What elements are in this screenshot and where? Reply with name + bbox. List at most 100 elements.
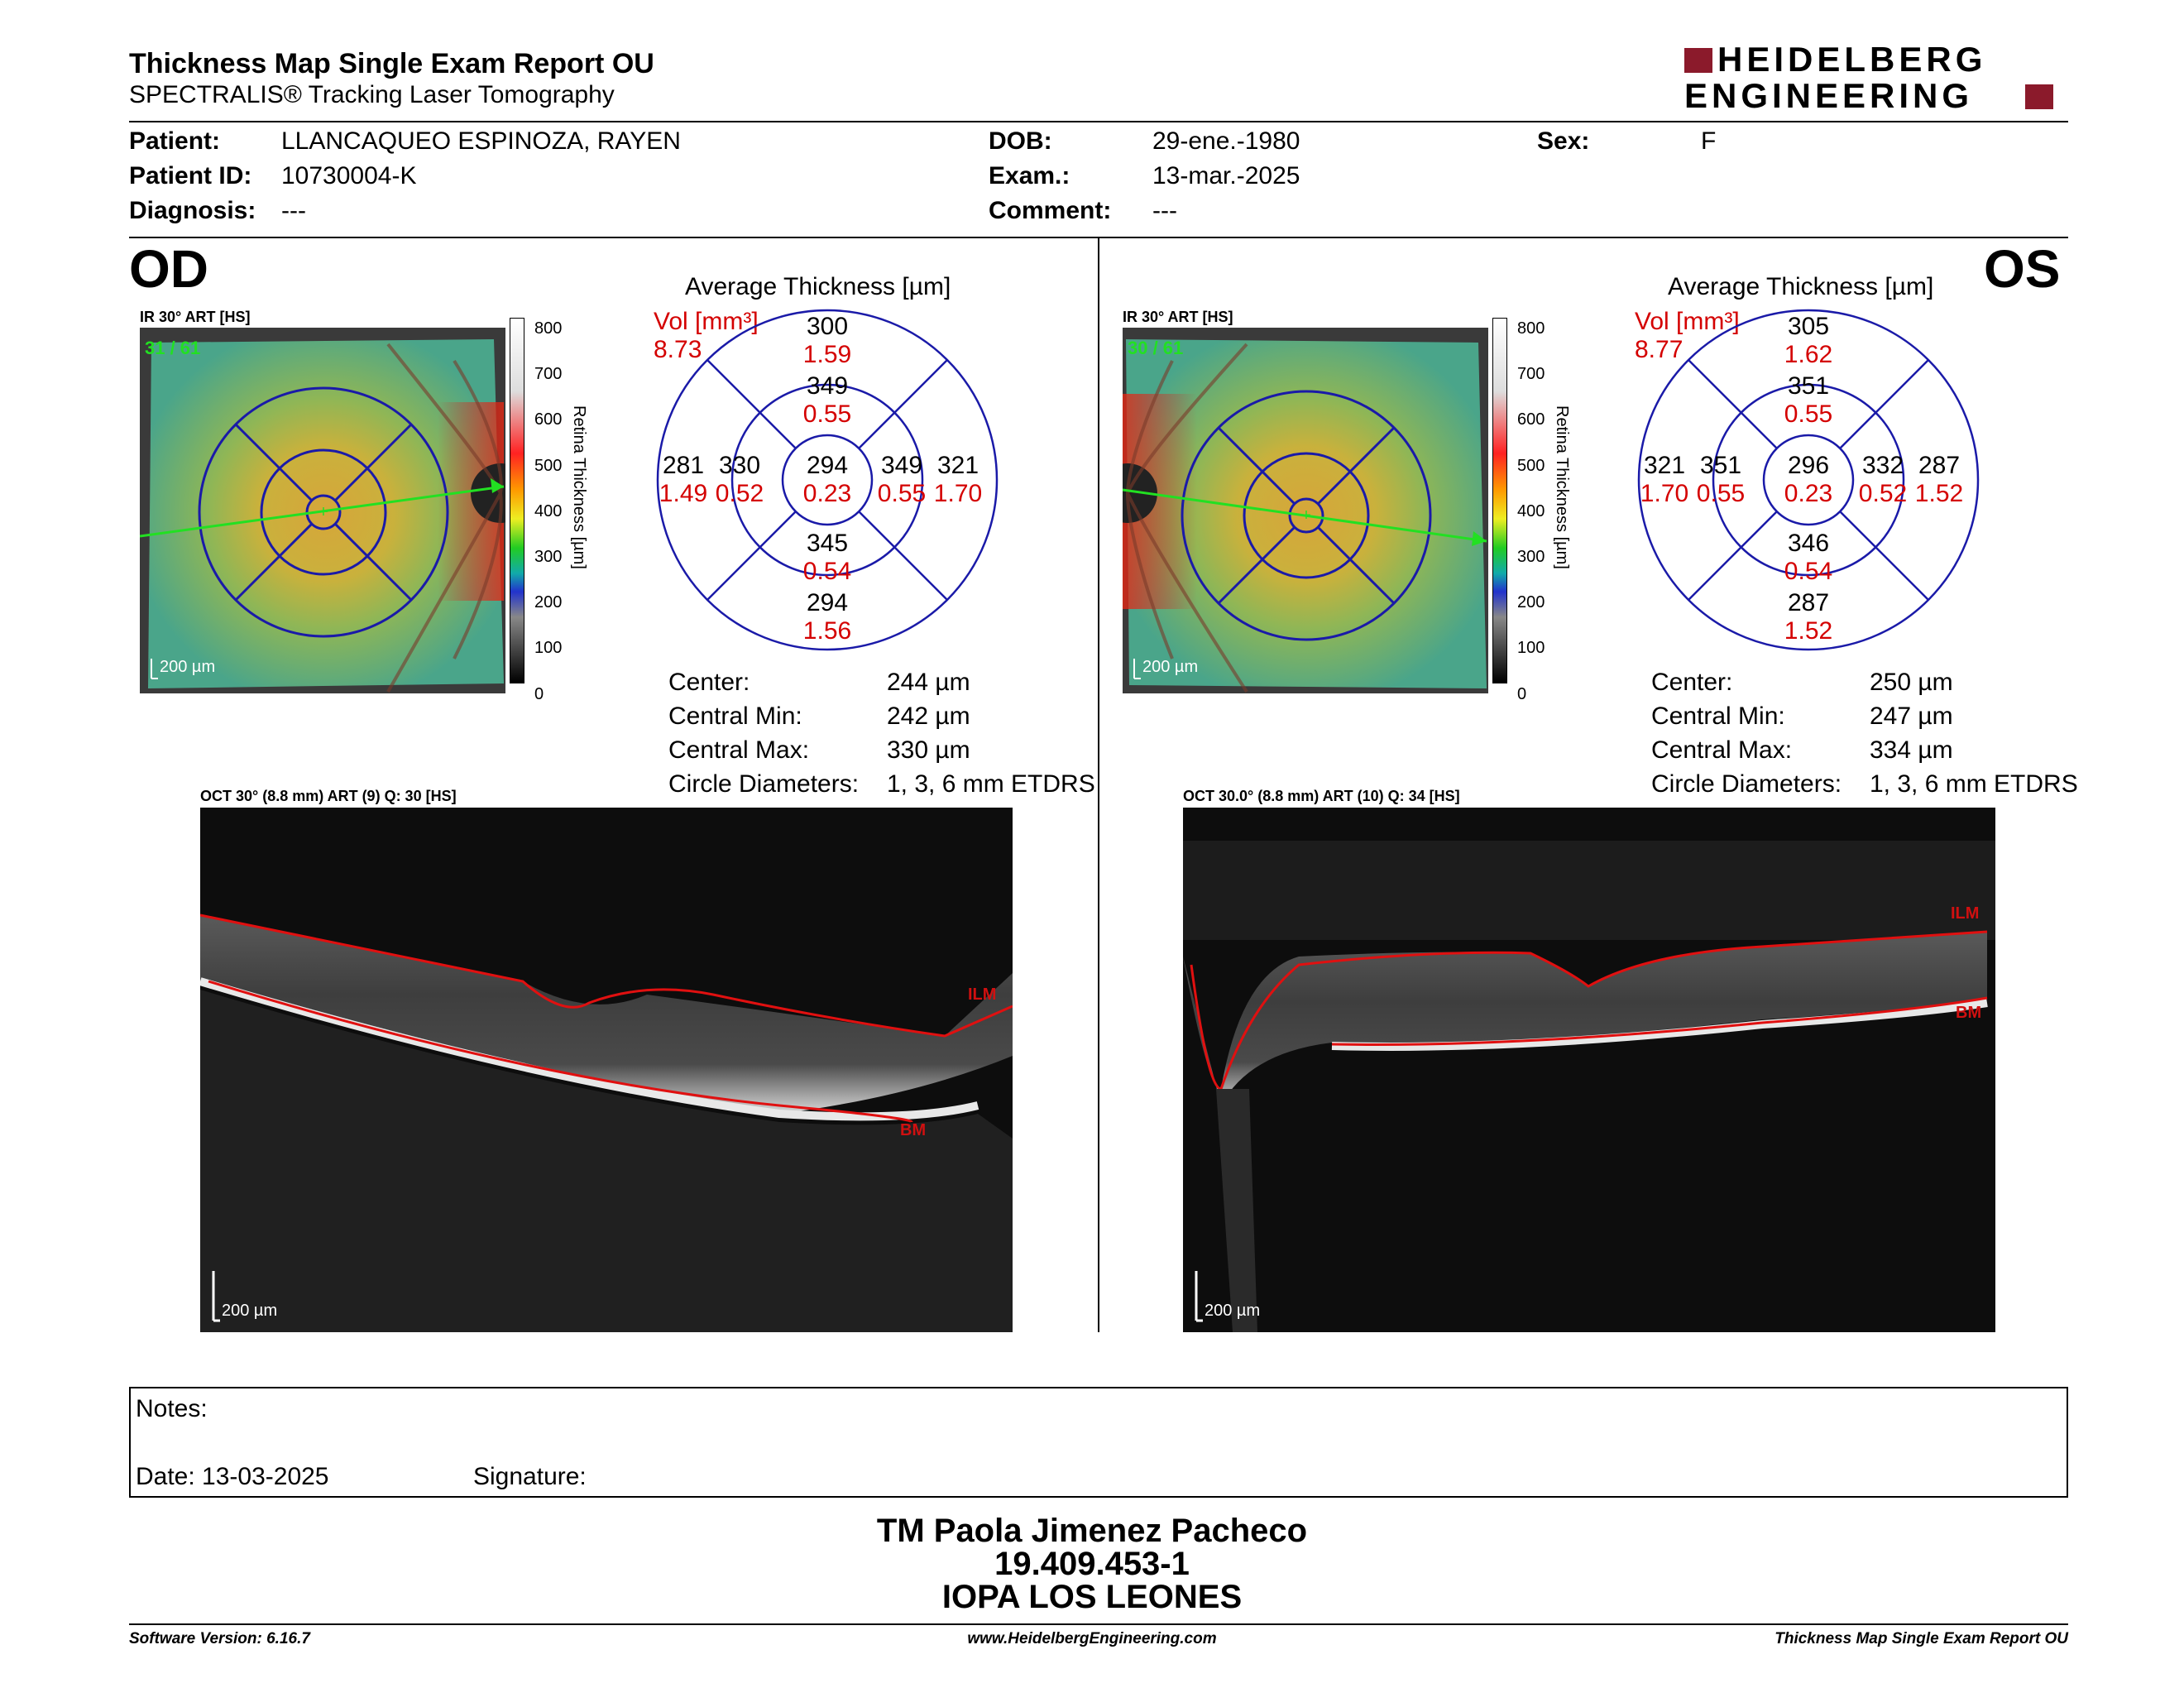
os-inf-out: 287 [1787,589,1830,616]
od-sup-out: 300 [806,313,849,340]
footer-software: Software Version: 6.16.7 [129,1630,310,1647]
os-vitreous [1183,841,1995,940]
od-center-vol: 0.23 [802,480,852,507]
logo-text-heidelberg: HEIDELBERG [1717,40,1987,79]
os-scan-arrow [1472,531,1487,546]
os-oct-label: OCT 30.0° (8.8 mm) ART (10) Q: 34 [HS] [1183,788,1460,804]
od-colorbar-title: Retina Thickness [µm] [570,405,588,569]
os-rpe-band [1331,999,1988,1051]
os-max-label: Central Max: [1651,736,1793,764]
os-diam-value: 1, 3, 6 mm ETDRS [1870,770,2078,798]
exam-value: 13-mar.-2025 [1152,162,1300,189]
od-inf-out-vol: 1.56 [802,617,852,645]
os-etdrs-chart [1637,309,1980,651]
od-colorbar [510,318,524,683]
eye-divider [1098,238,1099,1332]
od-max-value: 330 µm [887,736,970,764]
sex-label: Sex: [1537,127,1590,155]
od-nas-out: 281 [662,452,705,479]
od-ilm-label: ILM [968,985,996,1004]
od-colorbar-tick: 0 [534,684,544,703]
od-colorbar-tick: 600 [534,410,563,429]
footer-website: www.HeidelbergEngineering.com [0,1630,2184,1648]
comment-value: --- [1152,197,1177,224]
os-scan-line [1123,488,1487,543]
os-temp-in: 332 [1861,452,1904,479]
od-temp-in: 349 [880,452,923,479]
od-temp-out-vol: 1.70 [933,480,983,507]
od-inf-in-vol: 0.54 [802,558,852,585]
od-fovea-marker: + [318,503,328,521]
od-vol-label: Vol [mm³] [654,308,759,335]
od-max-label: Central Max: [668,736,810,764]
os-center-vol: 0.23 [1784,480,1833,507]
notes-date: Date: 13-03-2025 [136,1463,329,1490]
od-center: 294 [806,452,849,479]
od-label: OD [129,239,208,299]
diagnosis-label: Diagnosis: [129,197,256,224]
os-sup-out-vol: 1.62 [1784,341,1833,368]
os-colorbar-tick: 800 [1517,319,1545,338]
od-scan-arrow [491,478,504,493]
od-min-value: 242 µm [887,703,970,730]
od-fundus-counter: 31 / 61 [145,338,200,358]
od-etdrs-chart [656,309,999,651]
os-min-label: Central Min: [1651,703,1785,730]
os-colorbar-title: Retina Thickness [µm] [1553,405,1571,569]
os-colorbar [1492,318,1507,683]
logo-square-top [1684,48,1712,73]
os-retina-layers [1183,932,1987,1105]
os-vol-label: Vol [mm³] [1635,308,1740,335]
od-colorbar-ticks: 800 700 600 500 400 300 200 100 0 [534,306,562,717]
os-oct-scale: 200 µm [1205,1302,1260,1320]
os-etdrs-values: 305 1.62 351 0.55 321 1.70 351 0.55 296 … [1635,306,1982,654]
os-ilm-label: ILM [1951,904,1979,923]
report-title: Thickness Map Single Exam Report OU [129,48,654,79]
od-colorbar-tick: 200 [534,593,563,612]
os-nas-out: 321 [1643,452,1686,479]
os-fundus-counter: 30 / 61 [1128,338,1183,358]
sex-value: F [1701,127,1717,155]
od-nas-in: 330 [718,452,761,479]
od-oct-label: OCT 30° (8.8 mm) ART (9) Q: 30 [HS] [200,788,457,804]
footer-divider [129,1623,2068,1625]
od-min-label: Central Min: [668,703,802,730]
os-fundus-map: + 30 / 61 200 µm [1123,328,1488,693]
od-center-value: 244 µm [887,669,970,696]
signer-rut: 19.409.453-1 [0,1546,2184,1583]
od-optic-disc [471,463,505,523]
patient-id-label: Patient ID: [129,162,252,189]
footer-report: Thickness Map Single Exam Report OU [1774,1630,2068,1647]
os-center: 296 [1787,452,1830,479]
od-colorbar-tick: 300 [534,548,563,567]
notes-box: Notes: Date: 13-03-2025 Signature: [129,1387,2068,1498]
od-inf-out: 294 [806,589,849,616]
os-temp-in-vol: 0.52 [1858,480,1908,507]
header-divider [129,121,2068,122]
od-nas-out-vol: 1.49 [659,480,708,507]
exam-label: Exam.: [989,162,1070,189]
signer-name-text: TM Paola Jimenez Pacheco [876,1513,1308,1549]
os-sup-in-vol: 0.55 [1784,400,1833,428]
os-label: OS [1984,239,2061,299]
dob-value: 29-ene.-1980 [1152,127,1300,155]
os-disc-shadow [1216,1089,1257,1332]
od-ilm-line [200,914,1013,1038]
os-nas-in-vol: 0.55 [1696,480,1746,507]
os-center-label: Center: [1651,669,1733,696]
od-bm-label: BM [900,1121,926,1139]
os-diam-label: Circle Diameters: [1651,770,1842,798]
signer-name: TM Paola Jimenez Pacheco [0,1513,2184,1550]
od-rpe-band [200,977,979,1121]
od-bm-line [208,980,913,1124]
od-vol-value: 8.73 [654,336,702,363]
os-etdrs-grid [1181,390,1432,641]
os-colorbar-tick: 200 [1517,593,1545,612]
heidelberg-logo: HEIDELBERG ENGINEERING [1684,41,2065,116]
logo-square-bottom [2025,84,2053,109]
os-bm-label: BM [1956,1004,1981,1022]
signer-institution: IOPA LOS LEONES [0,1579,2184,1616]
os-nas-out-vol: 1.70 [1640,480,1689,507]
os-bm-line [1331,996,1988,1046]
od-inf-in: 345 [806,530,849,557]
